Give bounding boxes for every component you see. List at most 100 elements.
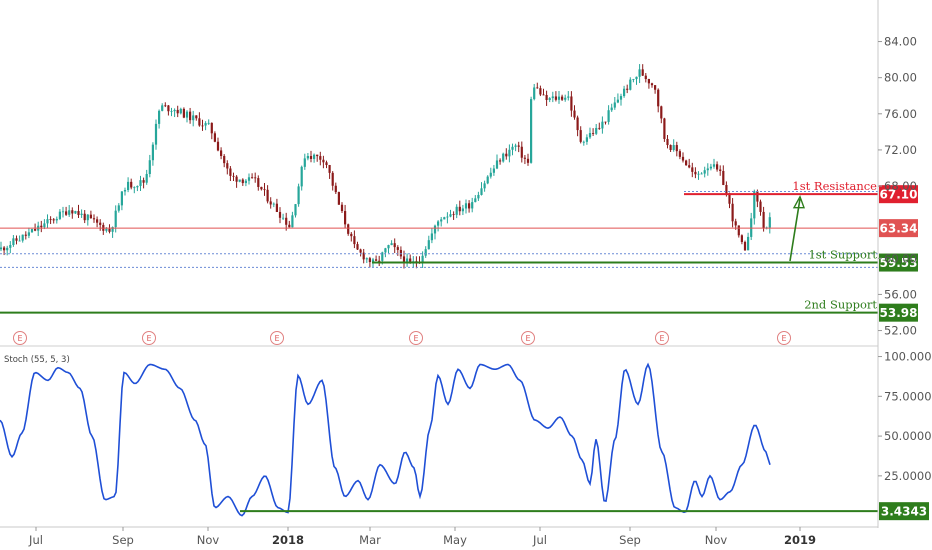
candle-body <box>530 99 533 163</box>
candle-body <box>672 145 675 150</box>
candle-body <box>71 210 74 214</box>
candle-body <box>247 177 251 181</box>
candle-body <box>275 203 278 212</box>
candle-body <box>455 206 458 215</box>
candle-body <box>285 217 288 225</box>
candle-body <box>384 248 387 253</box>
candle-body <box>198 118 201 126</box>
candle-body <box>709 166 712 169</box>
2nd-support-price-tag-text: 53.98 <box>880 306 918 320</box>
stoch-low-price-tag <box>879 502 929 521</box>
candle-body <box>511 146 514 150</box>
candle-body <box>657 89 660 107</box>
candle-body <box>554 96 557 100</box>
1st-resistance-price-tag-text: 67.10 <box>880 188 918 202</box>
candle-body <box>105 228 108 231</box>
candle-body <box>681 156 685 161</box>
candle-body <box>623 88 626 97</box>
candle-body <box>604 121 607 123</box>
candle-body <box>399 249 402 257</box>
earnings-event-letter: E <box>781 334 786 343</box>
earnings-event-icon <box>13 331 27 345</box>
candle-body <box>663 118 666 139</box>
candle-body <box>251 177 254 179</box>
candle-body <box>272 203 275 205</box>
candle-body <box>756 191 759 202</box>
candle-body <box>139 180 142 186</box>
candle-body <box>393 243 396 248</box>
candle-body <box>220 150 223 156</box>
candle-body <box>731 203 734 222</box>
candle-body <box>561 96 564 100</box>
1st-support-label: 1st Support <box>808 248 877 262</box>
candle-body <box>269 201 272 205</box>
candle-body <box>712 164 716 167</box>
candle-body <box>402 256 406 264</box>
2nd-support-label: 2nd Support <box>804 298 877 312</box>
candle-body <box>192 115 195 121</box>
candle-body <box>353 236 356 245</box>
candle-body <box>588 133 592 138</box>
candle-body <box>210 122 213 134</box>
earnings-event-icon <box>777 331 791 345</box>
candle-body <box>409 258 412 264</box>
candle-body <box>452 214 455 216</box>
y-tick-label: 76.00 <box>884 107 917 121</box>
earnings-event-letter: E <box>146 334 151 343</box>
candlestick-series <box>0 64 771 269</box>
y-tick-label: 52.00 <box>884 324 917 338</box>
candle-body <box>461 208 464 212</box>
candle-body <box>632 79 635 80</box>
candle-body <box>294 204 297 216</box>
stochastic-line <box>0 362 771 517</box>
earnings-event-icon <box>655 331 669 345</box>
candle-body <box>740 235 743 242</box>
candle-body <box>257 178 260 187</box>
candle-body <box>514 145 517 147</box>
candle-body <box>0 247 3 250</box>
candle-body <box>579 130 582 142</box>
x-tick-label: Sep <box>619 533 641 547</box>
candle-body <box>567 96 570 98</box>
candle-body <box>86 214 89 221</box>
candle-body <box>675 145 678 152</box>
candle-body <box>282 217 285 219</box>
candle-body <box>15 238 18 241</box>
indicator-label: Stoch (55, 5, 3) <box>4 355 70 365</box>
candle-body <box>610 107 613 111</box>
candle-body <box>489 172 492 177</box>
candle-body <box>334 185 337 193</box>
candle-body <box>443 217 446 220</box>
candle-body <box>21 234 24 241</box>
candle-body <box>719 169 722 171</box>
candle-body <box>759 201 762 212</box>
candle-body <box>601 121 604 129</box>
candle-body <box>46 219 49 224</box>
candle-body <box>371 259 375 263</box>
1st-support-price-tag <box>879 253 918 272</box>
candle-body <box>716 164 719 170</box>
candle-body <box>706 168 709 171</box>
candle-body <box>43 223 46 228</box>
candle-body <box>238 179 241 182</box>
candle-body <box>598 127 601 129</box>
current-price-price-tag-text: 63.34 <box>880 222 918 236</box>
earnings-event-icon <box>270 331 284 345</box>
candle-body <box>325 162 328 166</box>
candle-body <box>111 227 114 232</box>
candle-body <box>291 215 294 228</box>
1st-resistance-label: 1st Resistance <box>792 179 877 193</box>
candle-body <box>49 219 52 221</box>
candle-body <box>576 117 579 131</box>
candle-body <box>61 211 65 213</box>
candle-body <box>309 156 313 159</box>
candle-body <box>616 99 619 103</box>
y-tick-label: 56.00 <box>884 287 917 301</box>
candle-body <box>161 105 164 111</box>
candle-body <box>136 185 139 188</box>
candle-body <box>607 110 610 122</box>
candle-body <box>564 97 567 100</box>
candle-body <box>768 217 771 228</box>
